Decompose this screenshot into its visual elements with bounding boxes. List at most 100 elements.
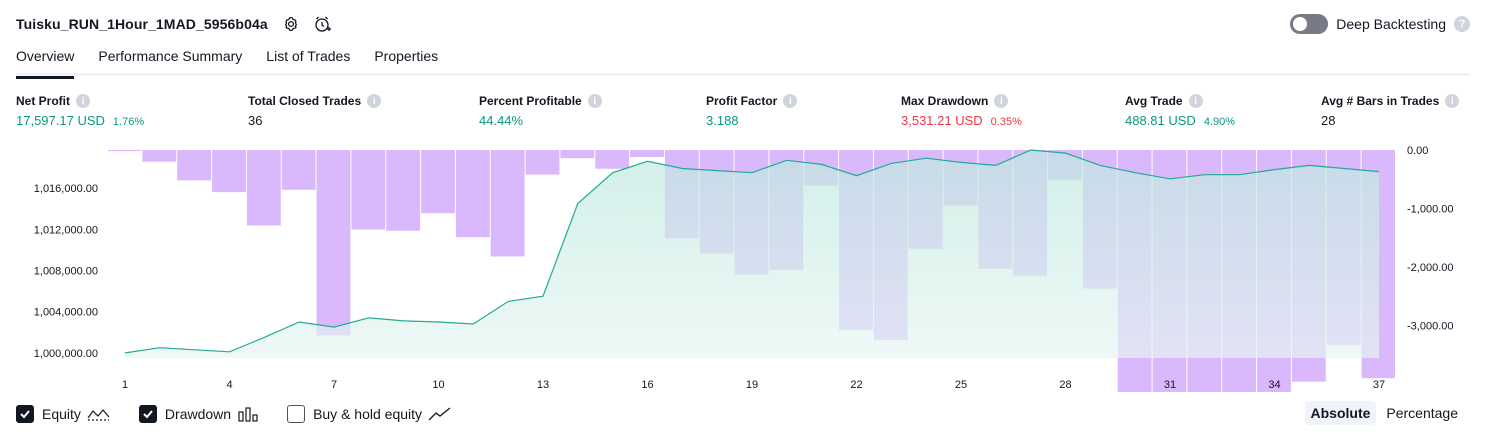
deep-backtesting-toggle[interactable] (1290, 14, 1329, 34)
info-icon[interactable]: i (76, 94, 90, 108)
metric-label: Percent Profitable (479, 94, 582, 108)
settings-icon[interactable] (280, 13, 302, 35)
right-axis-tick: -2,000.00 (1407, 262, 1453, 274)
toggle-knob (1293, 17, 1308, 31)
scale-switch: Absolute Percentage (1304, 401, 1465, 425)
buy-hold-legend-icon (428, 407, 451, 421)
avg-trade-value: 488.81 USD (1125, 113, 1196, 128)
help-icon[interactable]: ? (1454, 16, 1470, 32)
drawdown-bar (177, 150, 212, 181)
alert-clock-icon[interactable] (312, 13, 334, 35)
equity-line (124, 149, 1380, 354)
report-tabs: Overview Performance Summary List of Tra… (16, 44, 1470, 79)
absolute-button[interactable]: Absolute (1304, 401, 1377, 425)
drawdown-bar (281, 150, 316, 190)
net-profit-percent: 1.76% (112, 116, 145, 128)
drawdown-bar (595, 150, 630, 169)
metric-percent-profitable: Percent Profitable i 44.44% (479, 93, 602, 128)
right-axis-tick: -3,000.00 (1407, 321, 1453, 333)
info-icon[interactable]: i (587, 94, 602, 108)
info-icon[interactable]: i (783, 94, 798, 108)
metric-total-closed-trades: Total Closed Trades i 36 (248, 93, 382, 128)
tab-properties[interactable]: Properties (374, 48, 439, 64)
deep-backtesting-label: Deep Backtesting (1336, 16, 1446, 32)
max-drawdown-percent: 0.35% (990, 116, 1022, 128)
x-axis-tick: 16 (641, 379, 653, 391)
x-axis-tick: 25 (955, 379, 967, 391)
drawdown-bar (490, 150, 525, 257)
left-axis-tick: 1,004,000.00 (34, 307, 98, 319)
equity-drawdown-chart[interactable]: 1,000,000.00 1,004,000.00 1,008,000.00 1,01… (0, 140, 1486, 395)
max-drawdown-value: 3,531.21 USD (901, 113, 983, 128)
left-y-axis: 1,000,000.00 1,004,000.00 1,008,000.00 1,01… (34, 183, 98, 360)
metric-avg-trade: Avg Trade i 488.81 USD 4.90% (1125, 93, 1235, 128)
avg-trade-percent: 4.90% (1203, 116, 1236, 128)
drawdown-bar (142, 150, 177, 162)
x-axis-tick: 7 (331, 379, 337, 391)
tab-performance-summary[interactable]: Performance Summary (98, 48, 243, 64)
drawdown-bar (525, 150, 560, 175)
x-axis-tick: 4 (226, 379, 232, 391)
x-axis-tick: 28 (1059, 379, 1071, 391)
x-axis-tick: 19 (746, 379, 758, 391)
x-axis: 1 4 7 10 13 16 19 22 25 28 31 34 37 (122, 379, 1385, 391)
metrics-row: Net Profit i 17,597.17 USD 1.76% Total Clo… (16, 93, 1470, 133)
right-axis-tick: 0.00 (1407, 145, 1428, 157)
metric-label: Profit Factor (706, 94, 778, 108)
legend-buy-hold-equity[interactable]: Buy & hold equity (287, 405, 452, 423)
legend-buy-hold-label: Buy & hold equity (313, 406, 423, 422)
net-profit-value: 17,597.17 USD (16, 113, 105, 128)
equity-checkbox[interactable] (16, 405, 34, 423)
right-y-axis: 0.00 -1,000.00 -2,000.00 -3,000.00 (1407, 145, 1453, 333)
equity-legend-icon (87, 409, 110, 421)
drawdown-bar (351, 150, 386, 230)
metric-label: Avg # Bars in Trades (1321, 94, 1440, 108)
metric-label: Net Profit (16, 94, 70, 108)
left-axis-tick: 1,012,000.00 (34, 224, 98, 236)
x-axis-tick: 31 (1164, 379, 1176, 391)
strategy-header: Tuisku_RUN_1Hour_1MAD_5956b04a (16, 12, 334, 36)
metric-max-drawdown: Max Drawdown i 3,531.21 USD 0.35% (901, 93, 1022, 128)
info-icon[interactable]: i (1445, 94, 1460, 108)
drawdown-bar (212, 150, 246, 193)
legend-equity[interactable]: Equity (16, 405, 111, 423)
legend-drawdown[interactable]: Drawdown (138, 405, 259, 423)
metric-label: Avg Trade (1125, 94, 1183, 108)
drawdown-checkbox[interactable] (138, 405, 157, 423)
chart-legend: Equity Drawdown Buy & hold equity (16, 403, 480, 425)
x-axis-tick: 1 (122, 379, 128, 391)
metric-label: Total Closed Trades (248, 94, 362, 108)
buy-hold-checkbox[interactable] (287, 405, 306, 423)
legend-drawdown-label: Drawdown (164, 406, 232, 422)
total-closed-trades-value: 36 (248, 113, 263, 128)
legend-equity-label: Equity (42, 406, 81, 422)
strategy-title: Tuisku_RUN_1Hour_1MAD_5956b04a (16, 16, 268, 32)
drawdown-bar (455, 150, 490, 238)
x-axis-tick: 13 (537, 379, 549, 391)
tab-overview[interactable]: Overview (16, 44, 75, 79)
drawdown-bar (560, 150, 595, 159)
drawdown-bar (630, 150, 664, 158)
x-axis-tick: 37 (1373, 379, 1385, 391)
percentage-button[interactable]: Percentage (1386, 405, 1458, 421)
info-icon[interactable]: i (367, 94, 382, 108)
drawdown-bar (246, 150, 281, 226)
metric-profit-factor: Profit Factor i 3.188 (706, 93, 798, 128)
drawdown-bar (421, 150, 455, 214)
equity-area (125, 150, 1379, 358)
x-axis-tick: 10 (432, 379, 444, 391)
drawdown-bar (316, 150, 351, 336)
left-axis-tick: 1,016,000.00 (34, 183, 98, 195)
drawdown-bar (386, 150, 421, 231)
deep-backtesting: Deep Backtesting ? (1290, 12, 1470, 36)
metric-net-profit: Net Profit i 17,597.17 USD 1.76% (16, 93, 144, 128)
profit-factor-value: 3.188 (706, 113, 739, 128)
info-icon[interactable]: i (1188, 94, 1203, 108)
percent-profitable-value: 44.44% (479, 113, 524, 128)
left-axis-tick: 1,008,000.00 (34, 265, 98, 277)
metric-avg-bars-in-trades: Avg # Bars in Trades i 28 (1321, 93, 1460, 128)
tab-list-of-trades[interactable]: List of Trades (266, 48, 351, 64)
drawdown-bar (108, 150, 142, 152)
metric-label: Max Drawdown (901, 94, 989, 108)
info-icon[interactable]: i (994, 94, 1009, 108)
